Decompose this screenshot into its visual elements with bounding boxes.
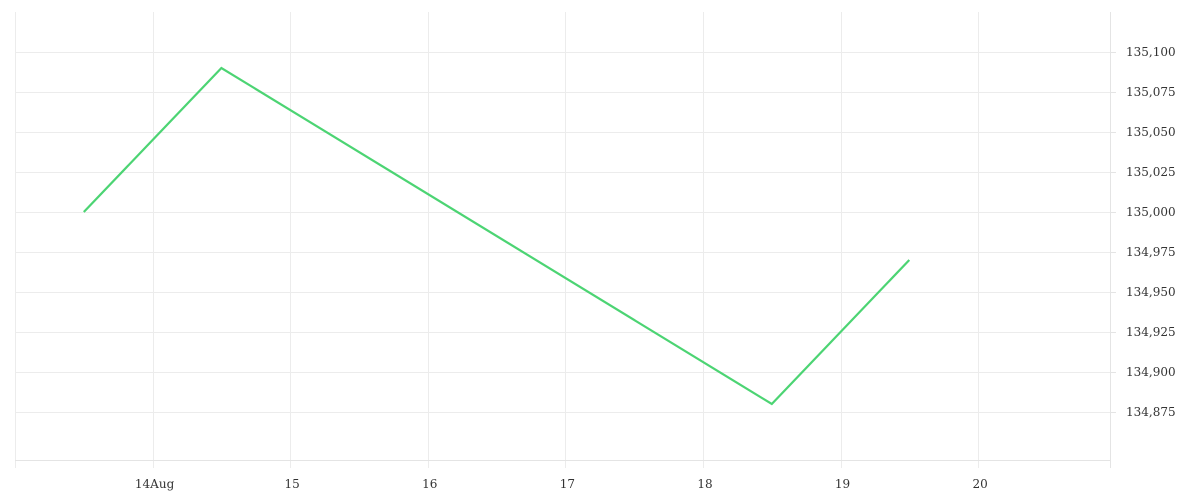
y-tick-label: 134,950	[1126, 285, 1176, 299]
y-tick-label: 135,100	[1126, 45, 1176, 59]
grid-layer	[15, 12, 1110, 468]
axis-layer	[15, 12, 1116, 468]
x-tick-label: 20	[973, 477, 988, 491]
y-tick-label: 134,925	[1126, 325, 1176, 339]
y-tick-label: 135,050	[1126, 125, 1176, 139]
y-tick-label: 135,000	[1126, 205, 1176, 219]
x-tick-label: 14Aug	[135, 477, 175, 491]
y-tick-label: 135,025	[1126, 165, 1176, 179]
y-tick-label: 134,900	[1126, 365, 1176, 379]
x-tick-label: 19	[835, 477, 850, 491]
y-tick-label: 134,875	[1126, 405, 1176, 419]
series-layer	[83, 66, 911, 406]
y-tick-label: 135,075	[1126, 85, 1176, 99]
x-tick-label: 18	[697, 477, 712, 491]
label-layer: 14Aug 15 16 17 18 19 20 134,875 134,900 134,925 13…	[135, 45, 1176, 491]
x-tick-label: 17	[560, 477, 575, 491]
y-tick-label: 134,975	[1126, 245, 1176, 259]
x-tick-label: 16	[422, 477, 437, 491]
x-tick-label: 15	[285, 477, 300, 491]
series-line	[83, 66, 911, 406]
